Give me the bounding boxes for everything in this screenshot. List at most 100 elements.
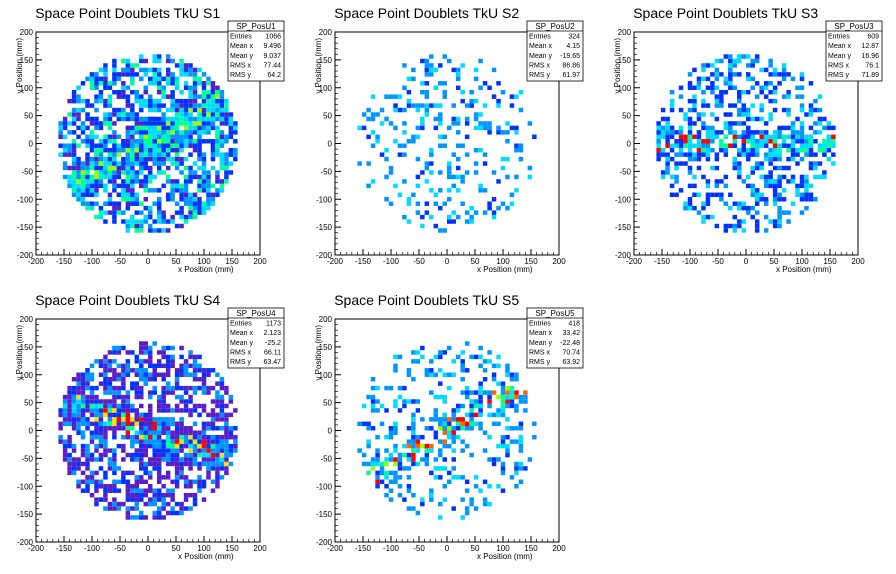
bin xyxy=(156,67,162,73)
bin xyxy=(487,484,492,489)
bin xyxy=(224,448,229,453)
bin xyxy=(514,174,519,180)
bin xyxy=(89,408,95,413)
bin xyxy=(478,363,483,369)
bin xyxy=(67,179,72,184)
bin xyxy=(786,156,791,162)
bin xyxy=(192,89,198,95)
bin xyxy=(687,72,693,77)
bin xyxy=(183,461,189,467)
bin xyxy=(723,228,729,233)
bin xyxy=(790,174,796,180)
bin xyxy=(233,125,238,131)
bin xyxy=(165,452,171,458)
bin xyxy=(121,143,126,148)
bin xyxy=(71,188,77,193)
bin xyxy=(179,417,184,422)
bin xyxy=(183,85,189,90)
bin xyxy=(116,152,122,157)
bin xyxy=(813,121,818,126)
bin xyxy=(705,152,711,157)
bin xyxy=(210,412,216,418)
bin xyxy=(790,143,796,148)
bin xyxy=(687,121,693,126)
bin xyxy=(482,376,488,382)
bin xyxy=(197,448,202,453)
bin xyxy=(165,125,171,131)
bin xyxy=(206,121,211,126)
bin xyxy=(754,161,760,166)
x-tick-label: 150 xyxy=(524,257,538,266)
y-tick-label: 200 xyxy=(618,28,632,37)
bin xyxy=(687,183,693,189)
bin xyxy=(772,85,778,90)
bin xyxy=(799,72,805,77)
stats-value: 77.44 xyxy=(263,62,281,69)
bin xyxy=(795,139,800,144)
bin xyxy=(201,116,207,122)
bin xyxy=(112,479,117,485)
bin xyxy=(62,174,68,180)
bin xyxy=(478,125,483,131)
bin xyxy=(741,179,746,184)
bin xyxy=(174,76,180,82)
bin xyxy=(705,197,711,202)
bin xyxy=(215,443,220,449)
bin xyxy=(442,54,447,59)
bin xyxy=(509,201,515,206)
bin xyxy=(76,457,81,462)
bin xyxy=(103,183,108,189)
bin xyxy=(89,434,95,440)
bin xyxy=(754,210,760,215)
bin xyxy=(139,161,144,166)
bin xyxy=(130,67,135,73)
bin xyxy=(192,139,198,144)
stats-label: Entries xyxy=(529,34,551,41)
bin xyxy=(429,470,434,476)
bin xyxy=(228,434,234,440)
bin xyxy=(514,470,519,476)
bin xyxy=(219,121,225,126)
bin xyxy=(746,210,751,215)
bin xyxy=(174,475,180,480)
bin xyxy=(768,152,773,157)
bin xyxy=(98,165,104,171)
bin xyxy=(219,439,225,444)
bin xyxy=(215,85,220,90)
bin xyxy=(174,98,180,104)
bin xyxy=(183,112,189,117)
bin xyxy=(89,156,95,162)
bin xyxy=(179,72,184,77)
stats-name: SP_PosU1 xyxy=(236,22,276,31)
bin xyxy=(228,161,234,166)
bin xyxy=(438,448,443,453)
bin xyxy=(509,426,515,431)
bin xyxy=(148,228,153,233)
bin xyxy=(143,452,148,458)
bin xyxy=(228,152,234,157)
bin xyxy=(174,201,180,206)
bin xyxy=(112,434,117,440)
bin xyxy=(165,434,171,440)
bin xyxy=(188,412,193,418)
bin xyxy=(665,125,670,131)
bin xyxy=(219,443,225,449)
bin xyxy=(165,475,171,480)
bin xyxy=(107,390,113,395)
bin xyxy=(799,94,805,99)
bin xyxy=(701,121,706,126)
bin xyxy=(192,497,198,502)
bin xyxy=(112,81,117,86)
bin xyxy=(148,143,153,148)
bin xyxy=(491,372,497,377)
bin xyxy=(80,421,86,427)
bin xyxy=(174,479,180,485)
bin xyxy=(112,399,117,404)
bin xyxy=(134,192,140,198)
bin xyxy=(103,116,108,122)
bin xyxy=(746,63,751,68)
bin xyxy=(112,130,117,135)
bin xyxy=(701,147,706,153)
bin xyxy=(701,152,706,157)
bin xyxy=(76,426,81,431)
